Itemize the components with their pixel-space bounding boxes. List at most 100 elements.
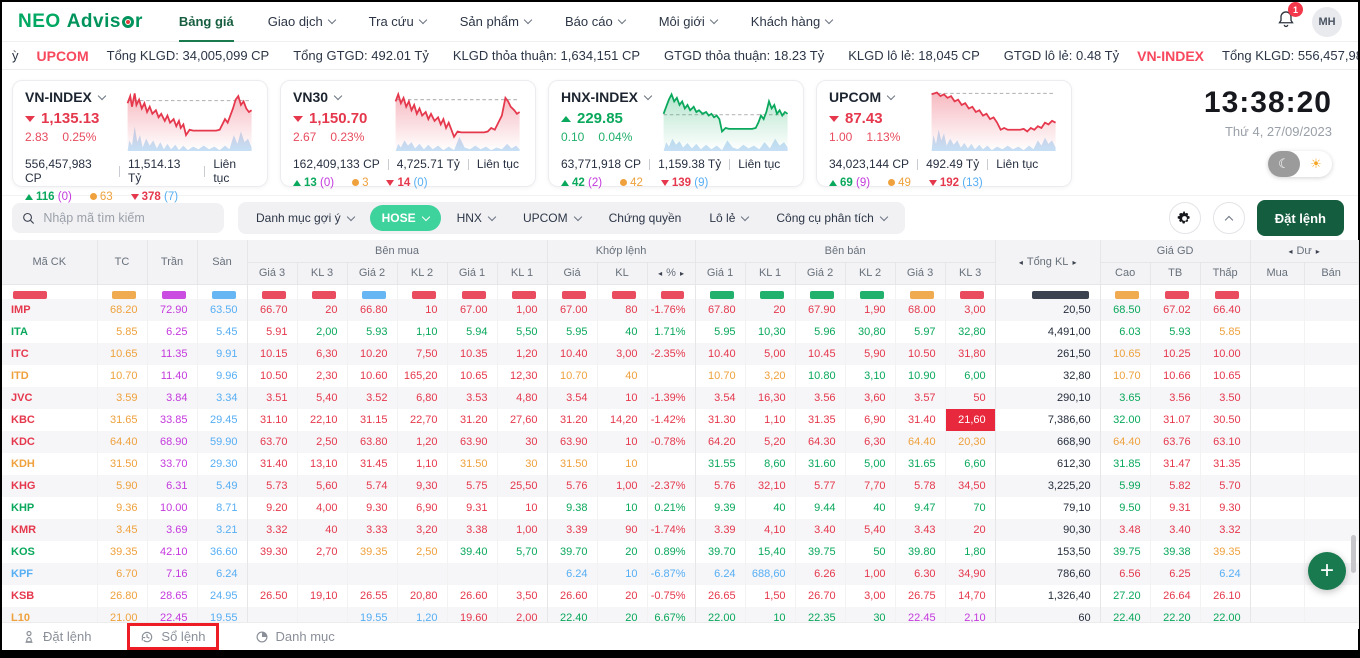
index-name-dropdown[interactable]: VN30 bbox=[293, 89, 392, 105]
cell: 30.50 bbox=[1200, 408, 1251, 431]
sun-icon[interactable]: ☀ bbox=[1310, 156, 1322, 171]
collapse-button[interactable] bbox=[1212, 202, 1245, 234]
collapse-right-icon[interactable]: ▸ bbox=[679, 269, 684, 278]
table-row-kdc[interactable]: KDC 64.40 68.90 59.90 63.70 2,50 63.80 1,20 63.9… bbox=[2, 430, 1359, 453]
notification-bell-icon[interactable]: 1 bbox=[1276, 2, 1303, 34]
cell bbox=[197, 284, 248, 299]
collapse-right-icon[interactable]: ▸ bbox=[1315, 246, 1320, 256]
moon-icon[interactable]: ☾ bbox=[1268, 151, 1300, 177]
col-header-sell-price2[interactable]: Giá 2 bbox=[795, 262, 846, 285]
bottom-tab-sổ-lệnh[interactable]: Sổ lệnh bbox=[127, 623, 219, 650]
nav-item-tra-cứu[interactable]: Tra cứu bbox=[369, 2, 427, 42]
col-header-ma-ck[interactable]: Mã CK bbox=[2, 240, 98, 285]
market-tab-upcom[interactable]: UPCOM bbox=[511, 205, 593, 231]
market-tab-lô-lẻ[interactable]: Lô lẻ bbox=[697, 205, 760, 231]
col-header-tran[interactable]: Trần bbox=[147, 240, 198, 285]
nav-item-giao-dịch[interactable]: Giao dịch bbox=[268, 2, 336, 42]
unchanged-count: 3 bbox=[352, 177, 368, 189]
col-header-tc[interactable]: TC bbox=[97, 240, 148, 285]
collapse-left-icon[interactable]: ◂ bbox=[1288, 246, 1293, 256]
market-tab-danh-mục-gợi-ý[interactable]: Danh mục gợi ý bbox=[244, 205, 366, 231]
col-header-du-buy[interactable]: Mua bbox=[1250, 262, 1305, 285]
collapse-left-icon[interactable]: ◂ bbox=[1018, 257, 1023, 267]
settings-button[interactable] bbox=[1168, 202, 1201, 234]
cell: 5.93 bbox=[1150, 320, 1201, 343]
market-tab-hose[interactable]: HOSE bbox=[369, 205, 441, 231]
col-header-buy-price2[interactable]: Giá 2 bbox=[347, 262, 398, 285]
brand-logo[interactable]: NEO Advis r bbox=[18, 11, 143, 33]
cell: 27,60 bbox=[497, 408, 548, 431]
index-value: 1,150.70 bbox=[309, 110, 368, 127]
col-header-match-price[interactable]: Giá bbox=[547, 262, 598, 285]
col-header-high[interactable]: Cao bbox=[1100, 262, 1151, 285]
cell: 10,30 bbox=[745, 320, 796, 343]
cell: 67.90 bbox=[795, 298, 846, 321]
cell: 3,00 bbox=[945, 298, 996, 321]
search-input[interactable] bbox=[43, 211, 214, 225]
index-name-dropdown[interactable]: UPCOM bbox=[829, 89, 928, 105]
col-header-buy-price1[interactable]: Giá 1 bbox=[447, 262, 498, 285]
cell: 6.31 bbox=[147, 474, 198, 497]
table-row-khp[interactable]: KHP 9.36 10.00 8.71 9.20 4,00 9.30 6,90 9.31 10 9.… bbox=[2, 496, 1359, 519]
table-row-kos[interactable]: KOS 39.35 42.10 36.60 39.30 2,70 39.35 2,50 39.4… bbox=[2, 540, 1359, 563]
col-header-low[interactable]: Thấp bbox=[1200, 262, 1251, 285]
up-triangle-icon bbox=[561, 180, 569, 186]
col-header-buy-price3[interactable]: Giá 3 bbox=[247, 262, 298, 285]
table-row-partial[interactable] bbox=[2, 284, 1359, 299]
col-header-du-sell[interactable]: Bán bbox=[1304, 262, 1359, 285]
bottom-tab-danh-mục[interactable]: Danh mục bbox=[255, 629, 335, 644]
table-row-kpf[interactable]: KPF 6.70 7.16 6.24 6.24 10 -6.87% 6.24 688,60 6.2… bbox=[2, 562, 1359, 585]
col-header-match-vol[interactable]: KL bbox=[597, 262, 648, 285]
market-tab-chứng-quyền[interactable]: Chứng quyền bbox=[608, 211, 682, 225]
col-header-sell-price1[interactable]: Giá 1 bbox=[695, 262, 746, 285]
col-header-sell-price3[interactable]: Giá 3 bbox=[895, 262, 946, 285]
search-box[interactable] bbox=[12, 203, 224, 233]
table-row-ksb[interactable]: KSB 26.80 28.65 24.95 26.50 19,10 26.55 20,80 26… bbox=[2, 584, 1359, 607]
nav-item-môi-giới[interactable]: Môi giới bbox=[659, 2, 719, 42]
nav-item-khách-hàng[interactable]: Khách hàng bbox=[751, 2, 834, 42]
cell: 10 bbox=[597, 562, 648, 585]
table-row-jvc[interactable]: JVC 3.59 3.84 3.34 3.51 5,40 3.52 6,80 3.53 4,80 3… bbox=[2, 386, 1359, 409]
market-tab-hnx[interactable]: HNX bbox=[445, 205, 507, 231]
table-row-ita[interactable]: ITA 5.85 6.25 5.45 5.91 2,00 5.93 1,10 5.94 5,50 5… bbox=[2, 320, 1359, 343]
index-name-dropdown[interactable]: VN-INDEX bbox=[25, 89, 124, 105]
cell: 1,50 bbox=[745, 584, 796, 607]
market-tab-công-cụ-phân-tích[interactable]: Công cụ phân tích bbox=[764, 205, 898, 231]
cell: 64.30 bbox=[795, 430, 846, 453]
nav-item-báo-cáo[interactable]: Báo cáo bbox=[565, 2, 626, 42]
col-header-buy-vol1[interactable]: KL 1 bbox=[497, 262, 548, 285]
cell: 64.20 bbox=[695, 430, 746, 453]
col-header-buy-vol2[interactable]: KL 2 bbox=[397, 262, 448, 285]
col-header-san[interactable]: Sàn bbox=[197, 240, 248, 285]
col-header-buy-vol3[interactable]: KL 3 bbox=[297, 262, 348, 285]
avatar[interactable]: MH bbox=[1312, 6, 1342, 37]
vertical-scrollbar-thumb[interactable] bbox=[1351, 535, 1356, 573]
add-fab-button[interactable]: + bbox=[1308, 552, 1346, 590]
index-session: Liên tục bbox=[996, 157, 1039, 171]
table-row-kdh[interactable]: KDH 31.50 33.70 29.30 31.40 13,10 31.45 1,10 31.… bbox=[2, 452, 1359, 475]
collapse-left-icon[interactable]: ◂ bbox=[658, 269, 663, 278]
nav-item-sản-phẩm[interactable]: Sản phẩm bbox=[460, 2, 533, 42]
place-order-button[interactable]: Đặt lệnh bbox=[1256, 200, 1344, 236]
col-header-sell-vol3[interactable]: KL 3 bbox=[945, 262, 996, 285]
table-row-kbc[interactable]: KBC 31.65 33.85 29.45 31.10 22,10 31.15 22,70 31… bbox=[2, 408, 1359, 431]
col-header-sell-vol1[interactable]: KL 1 bbox=[745, 262, 796, 285]
collapse-right-icon[interactable]: ▸ bbox=[1072, 257, 1077, 267]
col-header-sell-vol2[interactable]: KL 2 bbox=[845, 262, 896, 285]
theme-toggle[interactable]: ☾ ☀ bbox=[1268, 151, 1332, 177]
cell: 3.51 bbox=[247, 386, 298, 409]
bottom-tab-đặt-lệnh[interactable]: Đặt lệnh bbox=[22, 629, 91, 644]
index-name-dropdown[interactable]: HNX-INDEX bbox=[561, 89, 660, 105]
decliners-count: 192 (13) bbox=[928, 177, 983, 189]
table-row-khg[interactable]: KHG 5.90 6.31 5.49 5.73 5,60 5.74 9,30 5.75 25,50… bbox=[2, 474, 1359, 497]
nav-item-bảng-giá[interactable]: Bảng giá bbox=[178, 2, 234, 42]
table-row-itc[interactable]: ITC 10.65 11.35 9.91 10.15 6,30 10.20 7,50 10.35… bbox=[2, 342, 1359, 365]
cell: 20 bbox=[945, 518, 996, 541]
col-header-avg[interactable]: TB bbox=[1150, 262, 1201, 285]
table-row-kmr[interactable]: KMR 3.45 3.69 3.21 3.32 40 3.33 3,20 3.38 1,00 3.3… bbox=[2, 518, 1359, 541]
table-row-imp[interactable]: IMP 68.20 72.90 63.50 66.70 20 66.80 10 67.00 1,0… bbox=[2, 298, 1359, 321]
cell: 6.70 bbox=[97, 562, 148, 585]
cell: 3,60 bbox=[845, 386, 896, 409]
cell: 3.52 bbox=[347, 386, 398, 409]
table-row-itd[interactable]: ITD 10.70 11.40 9.96 10.50 2,30 10.60 165,20 10.… bbox=[2, 364, 1359, 387]
